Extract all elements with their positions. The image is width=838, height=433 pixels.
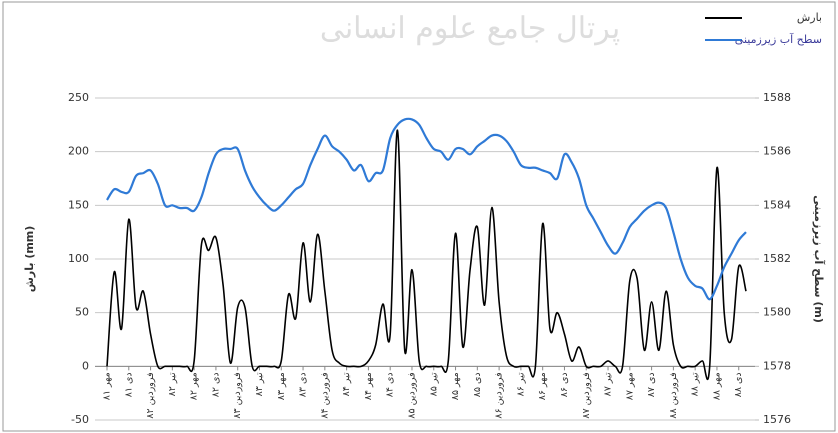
y2-tick-label: 1588 xyxy=(763,91,791,104)
x-tick-label: تیر ۸۲ xyxy=(167,372,178,396)
x-tick-label: مهر ۸۲ xyxy=(189,372,200,400)
x-tick-label: مهر ۸۶ xyxy=(537,372,548,400)
x-tick-label: تیر ۸۶ xyxy=(515,372,526,396)
y-tick-label: 250 xyxy=(68,91,89,104)
x-tick-label: دی ۸۴ xyxy=(385,372,396,397)
x-tick-label: تیر ۸۷ xyxy=(603,372,614,396)
x-tick-label: مهر ۸۷ xyxy=(624,372,635,400)
x-tick-label: دی ۸۵ xyxy=(472,372,483,397)
x-tick-label: تیر ۸۸ xyxy=(690,372,701,396)
y2-tick-label: 1580 xyxy=(763,306,791,319)
y-axis-label: بارش (mm) xyxy=(23,226,36,293)
legend-label: سطح آب زیرزمینی xyxy=(735,32,822,46)
y-tick-label: 100 xyxy=(68,252,89,265)
y-tick-label: 0 xyxy=(82,359,89,372)
x-tick-label: تیر ۸۳ xyxy=(254,372,265,396)
x-tick-label: دی ۸۷ xyxy=(646,372,657,397)
y2-tick-label: 1586 xyxy=(763,145,791,158)
x-tick-label: مهر ۸۱ xyxy=(102,372,113,400)
x-tick-label: فروردین ۸۸ xyxy=(668,372,679,418)
x-tick-label: مهر ۸۵ xyxy=(450,372,461,400)
x-tick-label: فروردین ۸۲ xyxy=(145,372,156,418)
y-tick-label: 200 xyxy=(68,145,89,158)
x-tick-label: مهر ۸۴ xyxy=(363,372,374,400)
x-tick-label: فروردین ۸۳ xyxy=(232,372,243,418)
x-tick-label: دی ۸۶ xyxy=(559,372,570,397)
y-tick-label: -50 xyxy=(71,413,89,426)
legend-label: بارش xyxy=(797,11,822,24)
x-tick-label: مهر ۸۳ xyxy=(276,372,287,400)
y2-tick-label: 1578 xyxy=(763,359,791,372)
y2-axis-label: سطح آب زیرزمینی (m) xyxy=(812,195,826,323)
x-tick-label: مهر ۸۸ xyxy=(711,372,722,400)
x-tick-label: فروردین ۸۶ xyxy=(494,372,505,418)
y2-tick-label: 1576 xyxy=(763,413,791,426)
y2-tick-label: 1584 xyxy=(763,198,791,211)
x-tick-label: دی ۸۲ xyxy=(210,372,221,397)
x-tick-label: تیر ۸۵ xyxy=(428,372,439,396)
x-tick-label: فروردین ۸۵ xyxy=(406,372,417,418)
x-tick-label: دی ۸۸ xyxy=(733,372,744,397)
line-series xyxy=(106,117,747,301)
x-tick-label: دی ۸۳ xyxy=(298,372,309,397)
x-tick-label: تیر ۸۴ xyxy=(341,372,352,396)
x-tick-label: دی ۸۱ xyxy=(123,372,134,397)
y2-tick-label: 1582 xyxy=(763,252,791,265)
y-tick-label: 50 xyxy=(75,306,89,319)
line-series xyxy=(106,129,747,381)
x-tick-label: فروردین ۸۴ xyxy=(319,372,330,418)
y-tick-label: 150 xyxy=(68,198,89,211)
x-tick-label: فروردین ۸۷ xyxy=(581,372,592,418)
watermark: پرتال جامع علوم انسانی xyxy=(320,11,620,46)
